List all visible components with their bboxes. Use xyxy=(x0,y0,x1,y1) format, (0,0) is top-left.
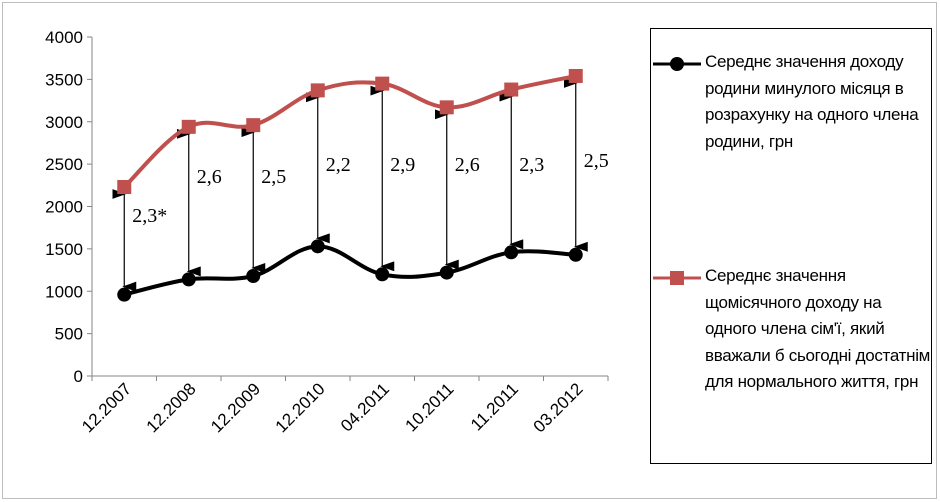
ratio-label: 2,5 xyxy=(261,166,286,188)
data-point-sufficient-income xyxy=(181,119,196,134)
ratio-label: 2,6 xyxy=(197,166,222,188)
data-point-sufficient-income xyxy=(568,68,583,83)
data-point-actual-income xyxy=(246,268,261,283)
y-tick-label: 3000 xyxy=(45,113,83,132)
ratio-label: 2,2 xyxy=(326,154,351,176)
data-point-sufficient-income xyxy=(310,83,325,98)
legend: Середнє значення доходу родини минулого … xyxy=(650,28,932,464)
data-point-actual-income xyxy=(504,245,519,260)
y-tick-label: 2000 xyxy=(45,198,83,217)
data-point-actual-income xyxy=(310,239,325,254)
x-tick-label: 11.2011 xyxy=(467,379,522,434)
legend-line-red-square-icon xyxy=(653,271,701,285)
data-point-sufficient-income xyxy=(117,180,132,195)
y-tick-label: 4000 xyxy=(45,28,83,47)
legend-line-black-circle-icon xyxy=(653,57,701,71)
ratio-label: 2,5 xyxy=(584,150,609,172)
ratio-labels: 2,3* 2,6 2,5 2,2 2,9 2,6 2,3 2,5 xyxy=(132,150,609,227)
x-tick-label: 12.2007 xyxy=(78,379,135,436)
legend-label-actual-income: Середнє значення доходу родини минулого … xyxy=(705,52,919,151)
x-tick-label: 04.2011 xyxy=(337,379,393,435)
series-markers xyxy=(117,68,583,302)
ratio-label: 2,6 xyxy=(455,154,480,176)
x-tick-label: 10.2011 xyxy=(402,379,458,435)
y-tick-label: 3500 xyxy=(45,70,83,89)
y-tick-label: 500 xyxy=(55,325,83,344)
x-tick-label: 12.2008 xyxy=(143,379,200,436)
data-point-actual-income xyxy=(568,247,583,262)
data-point-sufficient-income xyxy=(375,76,390,91)
legend-label-sufficient-income: Середнє значення щомісячного доходу на о… xyxy=(705,266,931,391)
y-tick-label: 1500 xyxy=(45,240,83,259)
data-point-actual-income xyxy=(181,272,196,287)
series-lines xyxy=(122,73,578,297)
x-tick-label: 12.2010 xyxy=(272,379,329,436)
data-point-sufficient-income xyxy=(504,82,519,97)
data-point-sufficient-income xyxy=(246,118,261,133)
x-tick-label: 03.2012 xyxy=(530,379,587,436)
ratio-label: 2,9 xyxy=(390,154,415,176)
ratio-label: 2,3* xyxy=(132,205,167,227)
y-tick-label: 1000 xyxy=(45,282,83,301)
data-point-actual-income xyxy=(117,287,132,302)
y-tick-label: 2500 xyxy=(45,155,83,174)
y-tick-label: 0 xyxy=(74,367,83,386)
data-point-sufficient-income xyxy=(439,100,454,115)
data-point-actual-income xyxy=(439,265,454,280)
data-point-actual-income xyxy=(375,267,390,282)
x-tick-label: 12.2009 xyxy=(207,379,264,436)
ratio-label: 2,3 xyxy=(519,154,544,176)
ratio-arrows xyxy=(112,77,588,292)
